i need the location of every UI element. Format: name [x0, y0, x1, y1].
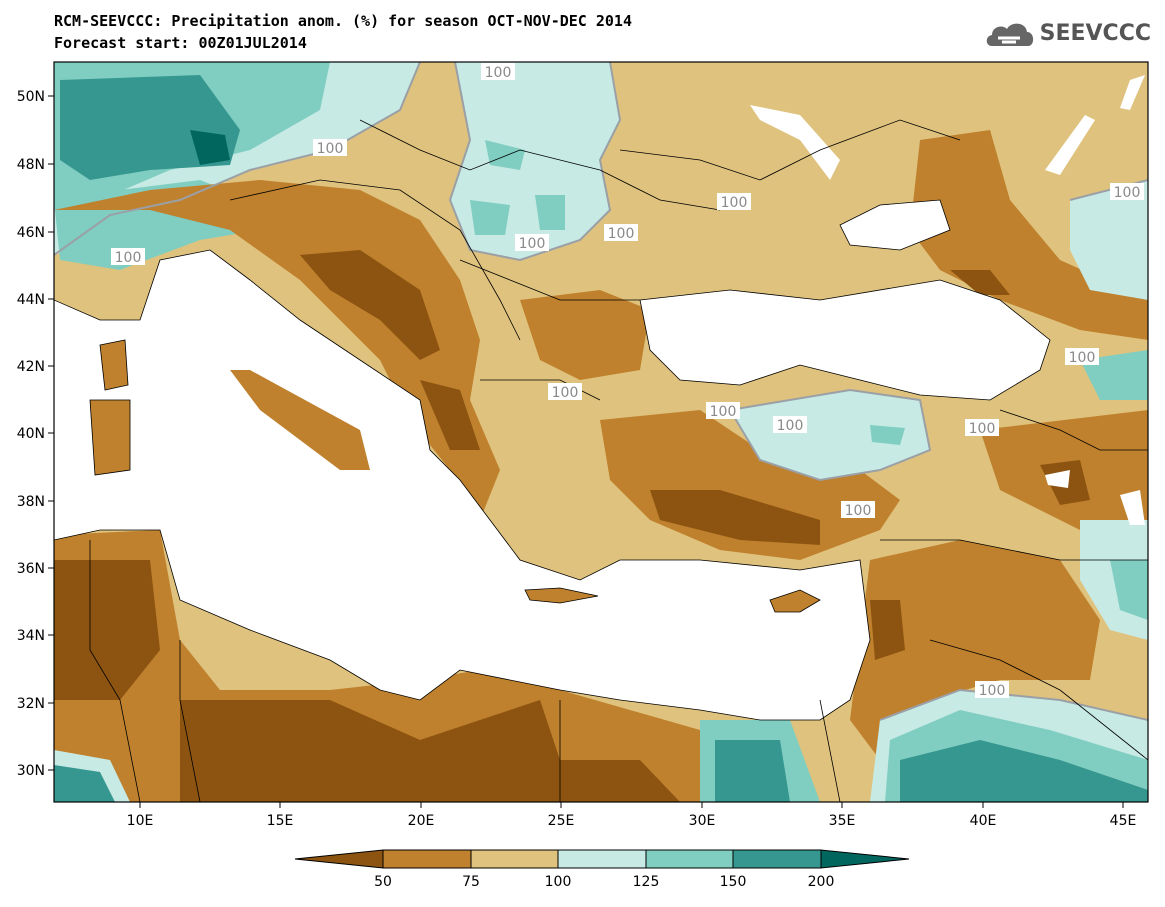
contour-label: 100	[979, 683, 1006, 699]
contour-label: 100	[1069, 350, 1096, 366]
contour-label-bg	[975, 681, 1009, 698]
contour-label: 100	[519, 236, 546, 252]
mediterranean-sea	[54, 249, 871, 721]
cloud-icon	[986, 23, 1033, 46]
colorbar: 50 75 100 125 150 200	[294, 849, 910, 890]
colorbar-segment	[382, 849, 472, 869]
forecast-start: Forecast start: 00Z01JUL2014	[54, 34, 307, 52]
contour-label-bg	[965, 419, 999, 436]
azov-sea	[839, 199, 951, 251]
lat-tick-label: 38N	[17, 494, 45, 510]
colorbar-label: 100	[545, 874, 572, 890]
map-title: RCM-SEEVCCC: Precipitation anom. (%) for…	[54, 12, 632, 30]
crete	[524, 587, 599, 604]
seevccc-logo: SEEVCCC	[984, 18, 1151, 48]
cyprus	[769, 589, 821, 613]
lat-tick-label: 36N	[17, 561, 45, 577]
logo-text: SEEVCCC	[1039, 20, 1151, 46]
colorbar-label: 200	[808, 874, 835, 890]
colorbar-high-arrow	[820, 849, 910, 869]
contour-label-bg	[773, 416, 807, 433]
lon-tick-label: 30E	[689, 813, 716, 829]
contour-label-bg	[706, 402, 740, 419]
colorbar-label: 125	[633, 874, 660, 890]
contour-label: 100	[1114, 185, 1141, 201]
contour-label-bg	[841, 501, 875, 518]
anatolia-wet	[730, 390, 930, 480]
contour-label-bg	[717, 193, 751, 210]
corsica	[99, 339, 129, 391]
contour-label-bg	[481, 63, 515, 80]
lat-tick-label: 50N	[17, 89, 45, 105]
black-sea	[639, 279, 1051, 401]
lon-tick-label: 40E	[970, 813, 997, 829]
colorbar-segment	[732, 849, 822, 869]
contour-label: 100	[845, 503, 872, 519]
lon-tick-label: 20E	[408, 813, 435, 829]
colorbar-label: 150	[720, 874, 747, 890]
lat-tick-label: 40N	[17, 426, 45, 442]
contour-label: 100	[485, 65, 512, 81]
contour-label-bg	[313, 139, 347, 156]
contour-label: 100	[317, 141, 344, 157]
contour-label: 100	[115, 250, 142, 266]
contour-label: 100	[608, 226, 635, 242]
contour-label-bg	[515, 234, 549, 251]
contour-label-bg	[604, 224, 638, 241]
lon-tick-label: 25E	[548, 813, 575, 829]
contour-label: 100	[552, 385, 579, 401]
lat-tick-label: 32N	[17, 696, 45, 712]
colorbar-segment	[557, 849, 647, 869]
lon-tick-label: 10E	[127, 813, 154, 829]
lon-tick-label: 15E	[267, 813, 294, 829]
contour-label: 100	[710, 404, 737, 420]
lat-tick-label: 46N	[17, 225, 45, 241]
colorbar-label: 50	[374, 874, 392, 890]
lat-tick-label: 48N	[17, 157, 45, 173]
lon-tick-label: 35E	[829, 813, 856, 829]
lon-axis: 10E 15E 20E 25E 30E 35E 40E 45E	[127, 802, 1137, 829]
map-frame	[53, 61, 1149, 803]
lat-tick-label: 34N	[17, 628, 45, 644]
lat-tick-label: 42N	[17, 359, 45, 375]
contour-label-bg	[1110, 183, 1144, 200]
contour-label-bg	[548, 383, 582, 400]
dry-zone-balkans	[54, 180, 500, 520]
lon-tick-label: 45E	[1110, 813, 1137, 829]
contour-label: 100	[721, 195, 748, 211]
contour-label-bg	[1065, 348, 1099, 365]
contour-label: 100	[969, 421, 996, 437]
sardinia	[89, 399, 131, 476]
map-field	[54, 62, 1148, 802]
contour-label-bg	[111, 248, 145, 265]
levant-dry	[850, 540, 1100, 760]
colorbar-low-arrow	[294, 849, 384, 869]
contour-label: 100	[777, 418, 804, 434]
lat-tick-label: 30N	[17, 763, 45, 779]
dry-zone-east	[910, 130, 1148, 340]
colorbar-segment	[470, 849, 559, 869]
contour-labels: 100 100 100 100 100 100 100 100 100 100 100 100 100 1…	[111, 63, 1144, 699]
colorbar-label: 75	[462, 874, 480, 890]
colorbar-segment	[645, 849, 734, 869]
lat-axis: 50N 48N 46N 44N 42N 40N 38N 36N 34N 32N 30N	[17, 89, 54, 779]
lat-tick-label: 44N	[17, 292, 45, 308]
